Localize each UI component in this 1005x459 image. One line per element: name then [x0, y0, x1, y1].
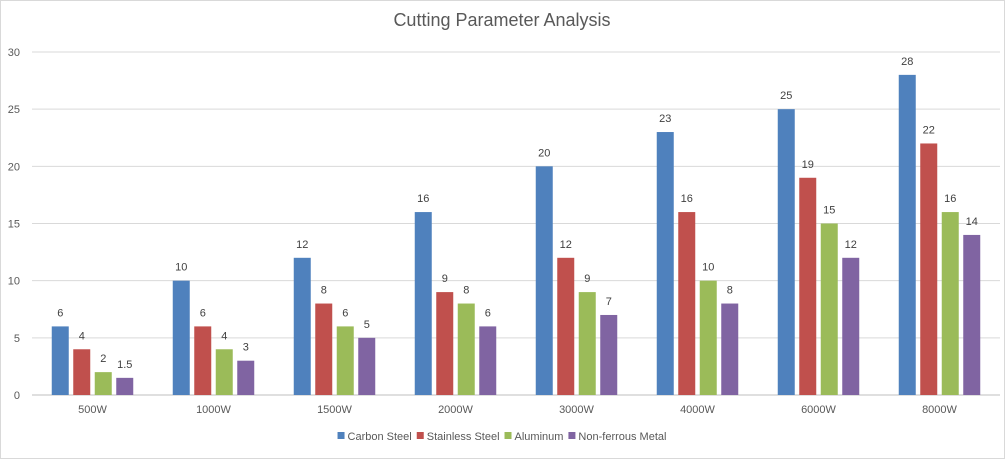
bar-stainless-steel-4000w: [678, 212, 696, 395]
legend-label: Stainless Steel: [427, 431, 500, 443]
x-tick-label: 2000W: [438, 404, 473, 416]
legend-swatch: [416, 432, 424, 439]
bar-non-ferrous-metal-3000w: [600, 314, 618, 395]
bar-carbon-steel-1000w: [172, 280, 190, 395]
bar-aluminum-1000w: [215, 349, 233, 395]
data-label: 4: [79, 330, 85, 342]
bar-stainless-steel-2000w: [436, 292, 454, 395]
bar-aluminum-3000w: [578, 292, 596, 395]
bar-carbon-steel-6000w: [777, 109, 795, 396]
bar-stainless-steel-1000w: [194, 326, 212, 395]
y-tick-label: 5: [14, 333, 20, 345]
legend-item: Carbon Steel: [337, 431, 412, 443]
legend-swatch: [337, 432, 345, 439]
legend-swatch: [504, 432, 512, 439]
data-label: 6: [342, 307, 348, 319]
data-label: 12: [560, 239, 572, 251]
y-axis: 0 5 10 15 20 25 30: [8, 47, 20, 402]
bar-non-ferrous-metal-1500w: [358, 337, 376, 395]
bar-non-ferrous-metal-1000w: [237, 360, 255, 395]
bar-carbon-steel-1500w: [293, 257, 311, 395]
data-label: 9: [584, 273, 590, 285]
data-label: 23: [659, 113, 671, 125]
y-tick-label: 0: [14, 390, 20, 402]
y-tick-label: 10: [8, 276, 20, 288]
data-label: 8: [463, 285, 469, 297]
data-label: 14: [966, 216, 978, 228]
data-label: 22: [923, 124, 935, 136]
legend-item: Non-ferrous Metal: [568, 431, 666, 443]
data-label: 5: [364, 319, 370, 331]
bar-carbon-steel-4000w: [656, 132, 674, 396]
x-tick-label: 3000W: [559, 404, 594, 416]
data-label: 4: [221, 330, 227, 342]
data-label: 16: [944, 193, 956, 205]
data-label: 6: [57, 307, 63, 319]
data-labels: 6 4 2 1.5 10 6 4 3 12 8 6 5 16 9 8 6 20 12 9 7 23 16 10 8 25 19 15…: [57, 56, 978, 371]
data-label: 7: [606, 296, 612, 308]
data-label: 20: [538, 147, 550, 159]
bar-carbon-steel-8000w: [898, 74, 916, 395]
x-tick-label: 6000W: [801, 404, 836, 416]
bars: [51, 74, 981, 396]
bar-aluminum-4000w: [699, 280, 717, 395]
bar-aluminum-6000w: [820, 223, 838, 395]
data-label: 28: [901, 56, 913, 68]
data-label: 12: [296, 239, 308, 251]
data-label: 2: [100, 353, 106, 365]
x-tick-label: 1000W: [196, 404, 231, 416]
y-tick-label: 25: [8, 104, 20, 116]
data-label: 6: [485, 307, 491, 319]
data-label: 6: [200, 307, 206, 319]
bar-stainless-steel-500w: [73, 349, 91, 395]
legend-label: Carbon Steel: [348, 431, 412, 443]
bar-aluminum-500w: [94, 372, 112, 395]
data-label: 15: [823, 205, 835, 217]
data-label: 10: [175, 262, 187, 274]
gridlines: [32, 51, 1000, 396]
bar-aluminum-2000w: [457, 303, 475, 395]
data-label: 3: [243, 342, 249, 354]
bar-non-ferrous-metal-500w: [116, 377, 134, 395]
bar-carbon-steel-500w: [51, 326, 69, 395]
data-label: 25: [780, 90, 792, 102]
data-label: 16: [417, 193, 429, 205]
y-tick-label: 15: [8, 219, 20, 231]
y-tick-label: 20: [8, 161, 20, 173]
data-label: 9: [442, 273, 448, 285]
bar-aluminum-8000w: [941, 212, 959, 395]
y-tick-label: 30: [8, 47, 20, 59]
legend-item: Aluminum: [504, 431, 564, 443]
legend-swatch: [568, 432, 576, 439]
x-axis: 500W 1000W 1500W 2000W 3000W 4000W 6000W 8000W: [78, 404, 957, 416]
data-label: 1.5: [117, 359, 132, 371]
data-label: 16: [681, 193, 693, 205]
data-label: 10: [702, 262, 714, 274]
bar-non-ferrous-metal-4000w: [721, 303, 739, 395]
bar-stainless-steel-3000w: [557, 257, 575, 395]
bar-stainless-steel-1500w: [315, 303, 333, 395]
data-label: 12: [845, 239, 857, 251]
legend-label: Aluminum: [515, 431, 564, 443]
bar-aluminum-1500w: [336, 326, 354, 395]
bar-carbon-steel-2000w: [414, 212, 432, 395]
legend: Carbon Steel Stainless Steel Aluminum Non-f…: [337, 431, 666, 443]
bar-stainless-steel-6000w: [799, 177, 817, 395]
bar-non-ferrous-metal-8000w: [963, 234, 981, 395]
data-label: 8: [321, 285, 327, 297]
chart-title: Cutting Parameter Analysis: [393, 10, 610, 30]
x-tick-label: 8000W: [922, 404, 957, 416]
bar-stainless-steel-8000w: [920, 143, 938, 395]
bar-non-ferrous-metal-6000w: [842, 257, 860, 395]
x-tick-label: 1500W: [317, 404, 352, 416]
x-tick-label: 500W: [78, 404, 107, 416]
data-label: 8: [727, 285, 733, 297]
bar-carbon-steel-3000w: [535, 166, 553, 395]
x-tick-label: 4000W: [680, 404, 715, 416]
legend-item: Stainless Steel: [416, 431, 500, 443]
legend-label: Non-ferrous Metal: [578, 431, 666, 443]
bar-non-ferrous-metal-2000w: [479, 326, 497, 395]
data-label: 19: [802, 159, 814, 171]
